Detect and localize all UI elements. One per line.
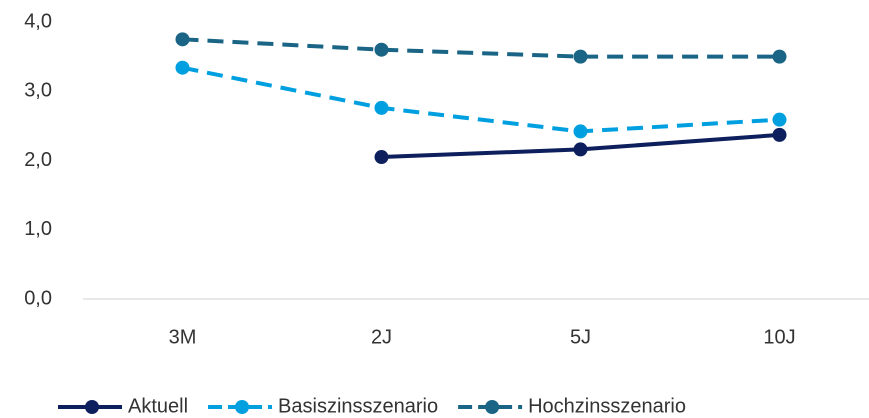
- series-line: [182, 37, 780, 59]
- data-point: [573, 124, 588, 139]
- data-point: [573, 49, 588, 64]
- series-line: [182, 65, 780, 134]
- x-tick-label: 10J: [763, 326, 795, 348]
- y-tick-label: 4,0: [24, 10, 52, 32]
- data-point: [175, 32, 190, 47]
- x-tick-label: 2J: [371, 326, 392, 348]
- legend-label: Hochzinsszenario: [528, 395, 686, 417]
- data-point: [772, 127, 787, 142]
- data-point: [374, 150, 389, 165]
- x-tick-label: 3M: [169, 326, 197, 348]
- data-point: [374, 100, 389, 115]
- legend-label: Aktuell: [128, 395, 188, 417]
- legend-label: Basiszinsszenario: [278, 395, 438, 417]
- data-point: [175, 60, 190, 75]
- x-tick-label: 5J: [570, 326, 591, 348]
- y-tick-label: 2,0: [24, 149, 52, 171]
- legend-marker: [485, 400, 500, 414]
- legend-marker: [85, 400, 99, 414]
- y-tick-label: 0,0: [24, 287, 52, 309]
- data-point: [772, 49, 787, 64]
- data-point: [772, 112, 787, 127]
- y-tick-label: 1,0: [24, 218, 52, 240]
- legend-marker: [235, 400, 250, 414]
- y-tick-label: 3,0: [24, 80, 52, 102]
- data-point: [374, 42, 389, 57]
- data-point: [573, 142, 588, 157]
